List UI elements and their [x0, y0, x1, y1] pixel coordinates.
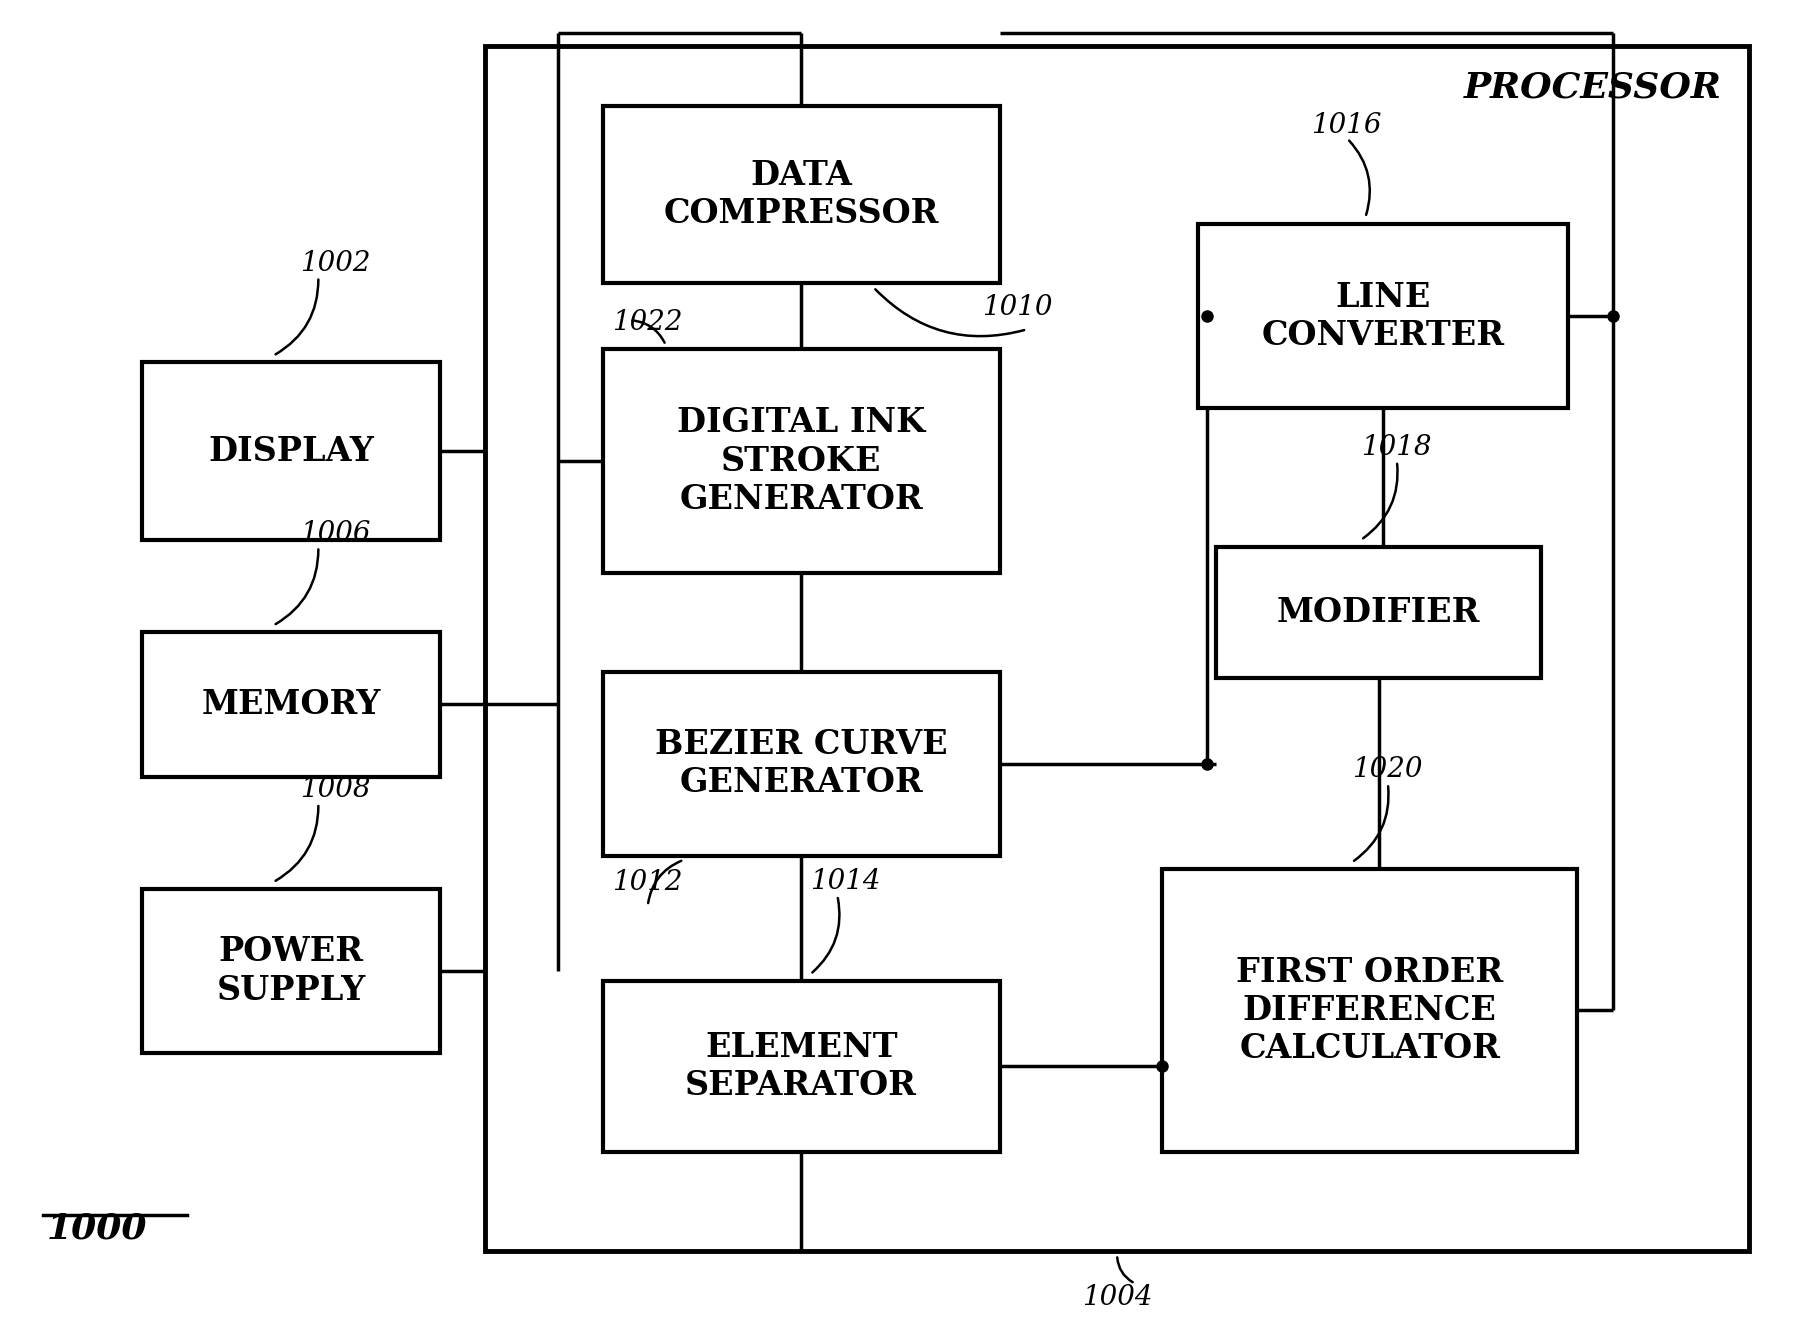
Text: LINE
CONVERTER: LINE CONVERTER — [1262, 281, 1504, 352]
Text: BEZIER CURVE
GENERATOR: BEZIER CURVE GENERATOR — [655, 728, 948, 799]
Text: 1006: 1006 — [300, 520, 371, 547]
Bar — [1162, 868, 1577, 1152]
Text: 1008: 1008 — [300, 777, 371, 803]
Text: POWER
SUPPLY: POWER SUPPLY — [216, 935, 366, 1007]
Bar — [1199, 223, 1568, 408]
Text: MEMORY: MEMORY — [202, 688, 380, 721]
Text: 1014: 1014 — [809, 868, 880, 895]
Bar — [602, 980, 1000, 1152]
Bar — [602, 672, 1000, 855]
Text: DIGITAL INK
STROKE
GENERATOR: DIGITAL INK STROKE GENERATOR — [677, 406, 926, 516]
Text: 1022: 1022 — [611, 309, 682, 336]
Text: DISPLAY: DISPLAY — [209, 435, 375, 468]
Text: 1012: 1012 — [611, 868, 682, 896]
Text: FIRST ORDER
DIFFERENCE
CALCULATOR: FIRST ORDER DIFFERENCE CALCULATOR — [1237, 956, 1504, 1065]
Text: 1016: 1016 — [1311, 112, 1382, 138]
Bar — [486, 47, 1748, 1250]
Text: DATA
COMPRESSOR: DATA COMPRESSOR — [664, 158, 939, 230]
Bar — [1217, 547, 1541, 678]
Bar — [142, 888, 440, 1053]
Text: MODIFIER: MODIFIER — [1277, 596, 1481, 629]
Bar — [602, 350, 1000, 573]
Text: PROCESSOR: PROCESSOR — [1464, 70, 1723, 104]
Text: 1000: 1000 — [47, 1212, 147, 1245]
Text: 1010: 1010 — [982, 294, 1051, 321]
Bar — [602, 105, 1000, 283]
Text: 1002: 1002 — [300, 250, 371, 277]
Text: 1004: 1004 — [1082, 1283, 1153, 1310]
Text: ELEMENT
SEPARATOR: ELEMENT SEPARATOR — [686, 1031, 917, 1103]
Text: 1018: 1018 — [1361, 434, 1432, 462]
Bar — [142, 362, 440, 540]
Bar — [142, 632, 440, 777]
Text: 1020: 1020 — [1352, 757, 1422, 783]
